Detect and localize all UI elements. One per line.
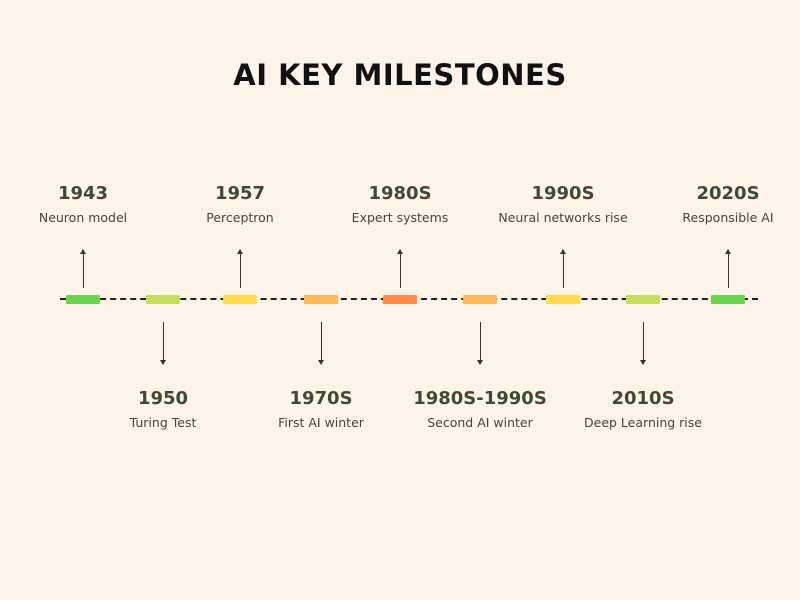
milestone: 2010S Deep Learning rise: [543, 388, 743, 430]
milestone-marker: [546, 295, 580, 304]
milestone: 1957 Perceptron: [140, 183, 340, 225]
milestone-label: Responsible AI: [682, 210, 774, 225]
milestone-year: 2020S: [696, 183, 760, 204]
milestone-year: 1950: [137, 388, 189, 409]
milestone-marker: [223, 295, 257, 304]
milestone: 1990S Neural networks rise: [463, 183, 663, 225]
arrow-icon: [640, 322, 646, 365]
arrow-icon: [160, 322, 166, 365]
milestone-label: First AI winter: [278, 415, 364, 430]
milestone-label: Perceptron: [206, 210, 274, 225]
milestone-year: 1990S: [531, 183, 595, 204]
page-title: AI KEY MILESTONES: [233, 58, 567, 92]
milestone: 1970S First AI winter: [221, 388, 421, 430]
arrow-icon: [397, 249, 403, 288]
milestone-marker: [383, 295, 417, 304]
milestone: 1980S Expert systems: [300, 183, 500, 225]
milestone: 1950 Turing Test: [63, 388, 263, 430]
milestone-label: Neuron model: [38, 210, 128, 225]
milestone-marker: [626, 295, 660, 304]
milestone: 2020S Responsible AI: [628, 183, 800, 225]
milestone-year: 1957: [214, 183, 266, 204]
milestone-marker: [304, 295, 338, 304]
milestone-marker: [463, 295, 497, 304]
milestone: 1980S-1990S Second AI winter: [380, 388, 580, 430]
milestone-label: Deep Learning rise: [584, 415, 702, 430]
arrow-icon: [237, 249, 243, 288]
milestone-label: Expert systems: [351, 210, 449, 225]
arrow-icon: [477, 322, 483, 365]
milestone-marker: [711, 295, 745, 304]
milestone-year: 1943: [57, 183, 109, 204]
milestone-marker: [66, 295, 100, 304]
arrow-icon: [318, 322, 324, 365]
arrow-icon: [725, 249, 731, 288]
milestone-label: Second AI winter: [427, 415, 533, 430]
arrow-icon: [560, 249, 566, 288]
arrow-icon: [80, 249, 86, 288]
milestone: 1943 Neuron model: [0, 183, 183, 225]
milestone-year: 1970S: [289, 388, 353, 409]
milestone-marker: [146, 295, 180, 304]
milestone-year: 2010S: [611, 388, 675, 409]
milestone-label: Neural networks rise: [498, 210, 628, 225]
milestone-year: 1980S-1990S: [413, 388, 547, 409]
milestone-year: 1980S: [368, 183, 432, 204]
milestone-label: Turing Test: [129, 415, 197, 430]
